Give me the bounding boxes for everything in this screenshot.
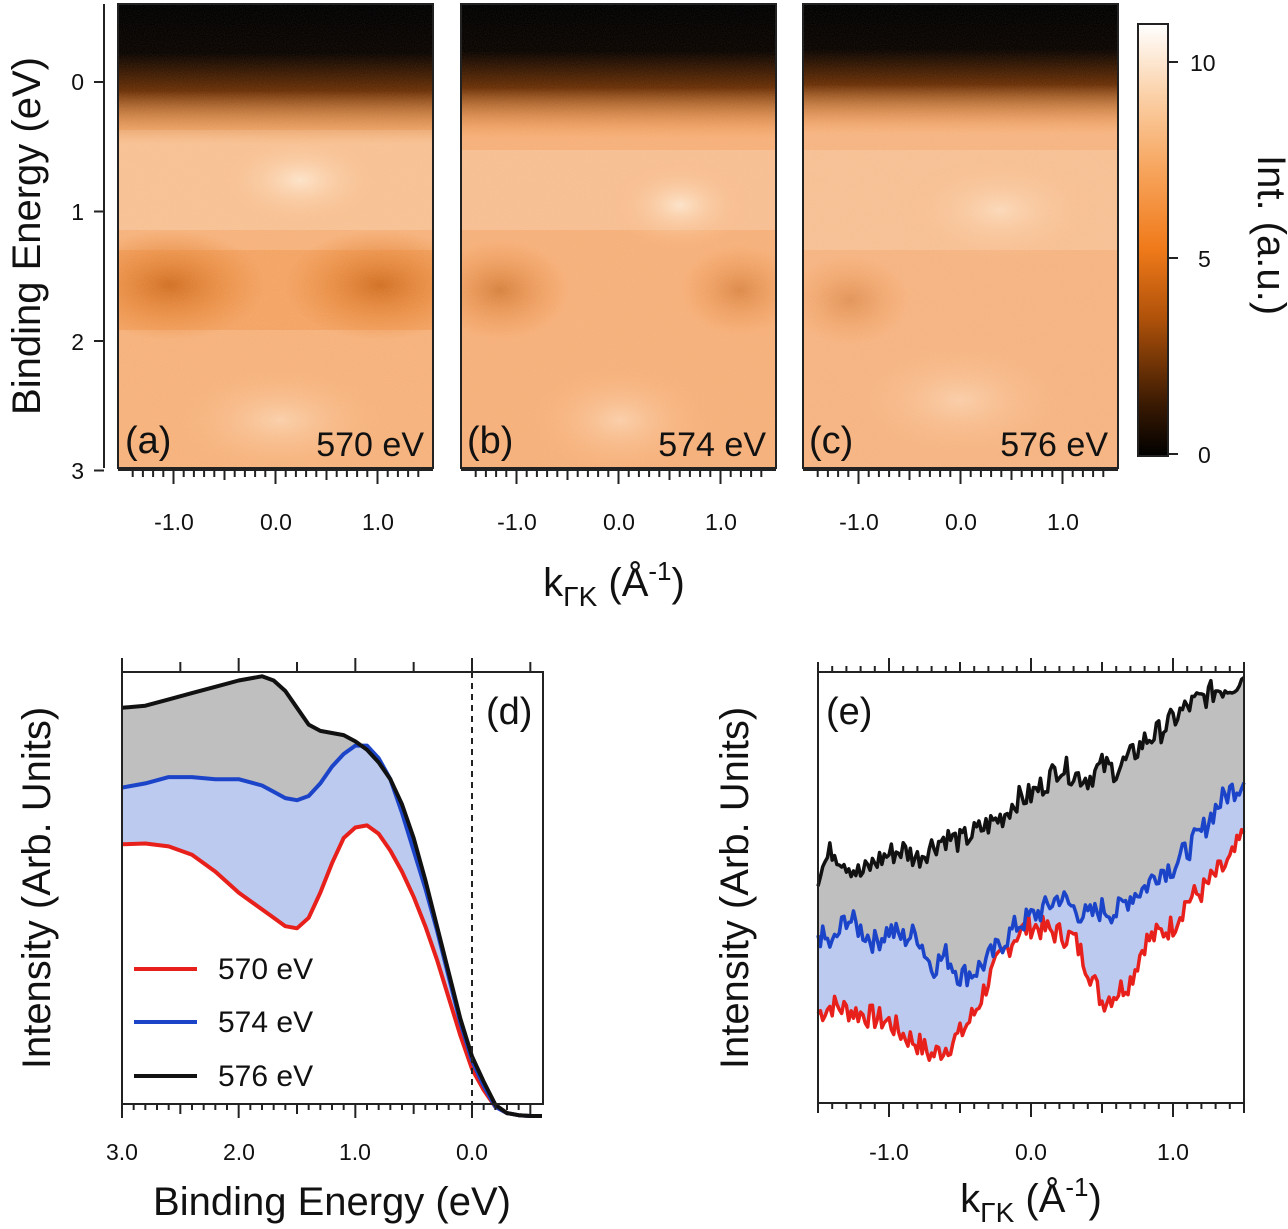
map-c-energy: 576 eV — [1000, 426, 1108, 464]
heatmap-row: (a) 570 eV (b) 574 eV (c) 576 eV — [117, 3, 1119, 469]
map-a-tag: (a) — [125, 420, 171, 462]
panel-e-ylabel: Intensity (Arb. Units) — [713, 707, 757, 1069]
heatmap-b-frame — [460, 3, 777, 469]
legend-label-574: 574 eV — [218, 1006, 313, 1039]
panel-d-xlabel: Binding Energy (eV) — [153, 1180, 511, 1224]
colorbar-tick-10: 10 — [1190, 50, 1216, 76]
fill-576-574 — [122, 676, 542, 1117]
ytick-1: 1 — [71, 199, 84, 225]
panel-e: (e) -1.0 0.0 1.0 kΓK (Å-1) Intensity (Ar… — [713, 658, 1246, 1228]
panel-e-tag: (e) — [826, 691, 872, 733]
map-b-tag: (b) — [467, 420, 513, 462]
k-xlabel: kΓK (Å-1) — [543, 556, 685, 612]
legend-label-576: 576 eV — [218, 1060, 313, 1093]
panel-d-xtick-0: 0.0 — [456, 1139, 488, 1165]
panel-d-xtick-1: 1.0 — [339, 1139, 371, 1165]
panel-d: (d) 570 eV 574 eV 576 eV 3.0 2.0 1.0 0.0… — [15, 658, 544, 1224]
series-574-line — [816, 781, 1246, 988]
map-c-xtick-neg1: -1.0 — [839, 509, 879, 535]
panel-e-xtick-1: 1.0 — [1157, 1139, 1189, 1165]
series-570-line — [121, 823, 542, 1119]
panel-d-ylabel: Intensity (Arb. Units) — [15, 707, 59, 1069]
k-axes: -1.0 0.0 1.0 -1.0 0.0 1.0 -1.0 0.0 1.0 k… — [118, 469, 1118, 612]
map-b-xtick-neg1: -1.0 — [497, 509, 537, 535]
panel-d-xtick-2: 2.0 — [223, 1139, 255, 1165]
ytick-0: 0 — [71, 69, 84, 95]
series-576-line — [816, 676, 1246, 887]
panel-d-xtick-3: 3.0 — [106, 1139, 138, 1165]
heatmap-a — [118, 4, 433, 468]
map-a-xtick-neg1: -1.0 — [154, 509, 194, 535]
panel-e-xtick-0: 0.0 — [1015, 1139, 1047, 1165]
series-576-line — [121, 674, 542, 1119]
map-a-energy: 570 eV — [316, 426, 424, 464]
map-c-xtick-0: 0.0 — [945, 509, 977, 535]
heatmap-a-frame — [117, 3, 434, 469]
fill-576-574 — [818, 677, 1244, 986]
legend-label-570: 570 eV — [218, 953, 313, 986]
heatmap-c — [803, 4, 1118, 468]
series-570-line — [816, 827, 1246, 1062]
map-b-energy: 574 eV — [658, 426, 766, 464]
ytick-3: 3 — [71, 458, 84, 484]
binding-energy-ylabel: Binding Energy (eV) — [5, 57, 49, 415]
map-b-xtick-0: 0.0 — [603, 509, 635, 535]
panel-d-tag: (d) — [486, 691, 532, 733]
colorbar-tick-0: 0 — [1198, 442, 1211, 468]
heatmap-b — [461, 4, 776, 468]
panel-e-xlabel: kΓK (Å-1) — [960, 1172, 1102, 1228]
map-c-tag: (c) — [809, 420, 853, 462]
ytick-2: 2 — [71, 329, 84, 355]
map-a-xtick-0: 0.0 — [260, 509, 292, 535]
binding-energy-axis: 0 1 2 3 Binding Energy (eV) — [5, 4, 105, 484]
map-b-xtick-1: 1.0 — [705, 509, 737, 535]
colorbar-label: Int. (a.u.) — [1249, 155, 1288, 315]
panel-d-legend: 570 eV 574 eV 576 eV — [134, 953, 313, 1093]
heatmap-c-frame — [802, 3, 1119, 469]
map-a-xtick-1: 1.0 — [362, 509, 394, 535]
map-c-xtick-1: 1.0 — [1047, 509, 1079, 535]
panel-e-xtick-neg1: -1.0 — [869, 1139, 909, 1165]
colorbar-tick-5: 5 — [1198, 246, 1211, 272]
colorbar-gradient — [1137, 23, 1169, 457]
colorbar: 10 5 0 Int. (a.u.) — [1137, 23, 1288, 468]
fill-574-570 — [122, 745, 542, 1117]
